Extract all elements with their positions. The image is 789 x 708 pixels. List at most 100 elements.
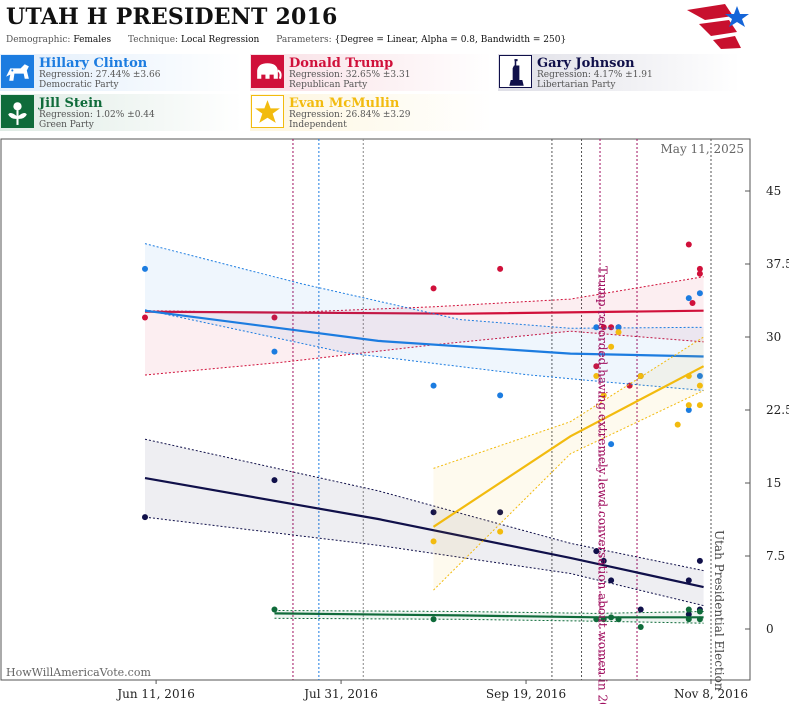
parameters-label: Parameters:	[276, 35, 332, 45]
candidate-name: Hillary Clinton	[39, 56, 148, 71]
regression-line-evan-mcmullin	[432, 365, 705, 528]
legend-item-evan-mcmullin[interactable]: Evan McMullin Regression: 26.84% ±3.29 Ind…	[250, 94, 493, 131]
data-point-hillary-clinton	[430, 382, 437, 389]
y-tick-label: 37.5	[766, 257, 789, 271]
y-tick-label: 0	[766, 622, 774, 636]
candidate-party: Democratic Party	[39, 80, 119, 90]
y-tick-label: 7.5	[766, 549, 785, 563]
data-point-hillary-clinton	[593, 324, 600, 331]
data-point-evan-mcmullin	[615, 329, 622, 336]
confidence-band-gary-johnson	[145, 439, 704, 606]
series-donald-trump	[142, 241, 704, 389]
demographic-label: Demographic:	[6, 35, 71, 45]
data-point-hillary-clinton	[271, 348, 278, 355]
date-stamp: May 11, 2025	[661, 142, 744, 156]
data-point-donald-trump	[696, 265, 703, 272]
chart-svg: 45 37.5 30 22.5 15 7.5 0 Jun 11, 2016 Jul 31, 20…	[0, 138, 789, 708]
data-point-evan-mcmullin	[685, 402, 692, 409]
data-point-jill-stein	[608, 614, 615, 621]
candidate-regression: Regression: 1.02% ±0.44	[39, 110, 155, 120]
data-point-hillary-clinton	[685, 295, 692, 302]
regression-line-hillary-clinton	[144, 309, 704, 358]
confidence-band-evan-mcmullin	[433, 337, 704, 591]
data-point-evan-mcmullin	[637, 372, 644, 379]
confidence-band-donald-trump	[145, 276, 704, 375]
legend-item-gary-johnson[interactable]: Gary Johnson Regression: 4.17% ±1.91 Liber…	[498, 54, 741, 91]
data-point-donald-trump	[271, 314, 278, 321]
data-point-jill-stein	[593, 616, 600, 623]
watermark: HowWillAmericaVote.com	[6, 666, 151, 679]
legend-item-jill-stein[interactable]: Jill Stein Regression: 1.02% ±0.44 Green P…	[0, 94, 243, 131]
data-point-hillary-clinton	[497, 392, 504, 399]
legend-item-hillary-clinton[interactable]: Hillary Clinton Regression: 27.44% ±3.66 D…	[0, 54, 243, 91]
candidate-regression: Regression: 32.65% ±3.31	[289, 70, 411, 80]
title-state: UTAH	[6, 4, 80, 30]
data-point-donald-trump	[689, 299, 696, 306]
candidate-party: Green Party	[39, 120, 94, 130]
candidate-name: Jill Stein	[39, 96, 103, 111]
data-point-evan-mcmullin	[600, 392, 607, 399]
plot-frame	[0, 138, 751, 681]
series-jill-stein	[271, 606, 704, 631]
candidate-regression: Regression: 4.17% ±1.91	[537, 70, 653, 80]
regression-line-jill-stein	[274, 612, 704, 619]
data-point-gary-johnson	[608, 577, 615, 584]
data-point-gary-johnson	[430, 509, 437, 516]
data-point-jill-stein	[615, 616, 622, 623]
regression-line-gary-johnson	[144, 477, 704, 589]
star-icon	[251, 95, 284, 128]
lower-bound-gary-johnson	[144, 516, 704, 607]
page-header: UTAH H PRESIDENT 2016 Demographic: Femal…	[0, 0, 789, 52]
data-point-jill-stein	[430, 616, 437, 623]
y-tick-label: 30	[766, 330, 781, 344]
x-tick-label: Nov 8, 2016	[674, 687, 748, 701]
lower-bound-hillary-clinton	[144, 309, 704, 391]
data-point-jill-stein	[696, 616, 703, 623]
x-tick-label: Sep 19, 2016	[486, 687, 566, 701]
data-point-hillary-clinton	[142, 265, 148, 272]
legend-item-donald-trump[interactable]: Donald Trump Regression: 32.65% ±3.31 Repu…	[250, 54, 493, 91]
candidate-party: Republican Party	[289, 80, 368, 90]
technique-label: Technique:	[128, 35, 179, 45]
data-point-donald-trump	[593, 363, 600, 370]
data-point-jill-stein	[271, 606, 278, 613]
data-point-hillary-clinton	[696, 372, 703, 379]
candidate-regression: Regression: 26.84% ±3.29	[289, 110, 411, 120]
upper-bound-evan-mcmullin	[433, 336, 704, 469]
y-tick-label: 45	[766, 184, 781, 198]
data-point-hillary-clinton	[696, 290, 703, 297]
data-point-jill-stein	[685, 606, 692, 613]
candidate-party: Independent	[289, 120, 347, 130]
data-point-donald-trump	[430, 285, 437, 292]
series-evan-mcmullin	[430, 329, 705, 591]
regression-line-donald-trump	[144, 309, 704, 315]
data-point-donald-trump	[600, 324, 607, 331]
candidate-name: Donald Trump	[289, 56, 394, 71]
parameters-value: {Degree = Linear, Alpha = 0.8, Bandwidth…	[334, 35, 567, 45]
page-title: UTAH H PRESIDENT 2016	[6, 4, 338, 30]
site-logo[interactable]	[685, 2, 751, 50]
data-point-jill-stein	[696, 608, 703, 615]
data-point-gary-johnson	[593, 548, 600, 555]
flower-icon	[1, 95, 34, 128]
data-point-evan-mcmullin	[674, 421, 681, 428]
upper-bound-jill-stein	[274, 610, 704, 614]
title-race: H PRESIDENT 2016	[86, 4, 338, 30]
lower-bound-jill-stein	[274, 617, 704, 624]
data-point-evan-mcmullin	[696, 402, 703, 409]
data-point-evan-mcmullin	[430, 538, 437, 545]
data-point-jill-stein	[637, 624, 644, 631]
x-tick-label: Jun 11, 2016	[115, 687, 195, 701]
data-point-evan-mcmullin	[696, 382, 703, 389]
series-gary-johnson	[142, 438, 704, 618]
y-tick-label: 22.5	[766, 403, 789, 417]
series-hillary-clinton	[142, 243, 704, 448]
liberty-statue-icon	[499, 55, 532, 88]
data-point-gary-johnson	[271, 477, 278, 484]
data-point-gary-johnson	[497, 509, 504, 516]
data-point-donald-trump	[608, 324, 615, 331]
data-point-donald-trump	[685, 241, 692, 248]
data-point-gary-johnson	[685, 577, 692, 584]
demographic-value: Females	[73, 35, 112, 45]
data-point-jill-stein	[685, 616, 692, 623]
